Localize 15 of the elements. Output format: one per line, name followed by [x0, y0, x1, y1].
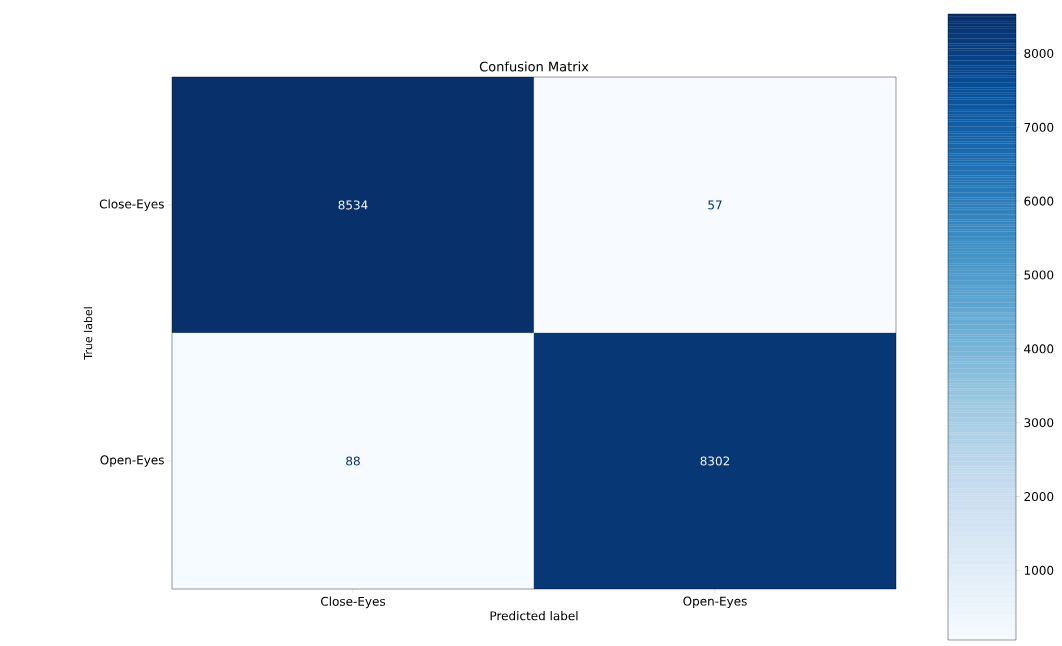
data-label: 57 — [708, 200, 722, 210]
color-bar-label: 1000 — [1024, 565, 1054, 575]
y-axis-title: True label — [83, 307, 93, 360]
data-label: 8302 — [700, 456, 730, 466]
color-bar-label: 6000 — [1024, 196, 1054, 206]
data-label: 8534 — [338, 200, 368, 210]
color-bar-label: 2000 — [1024, 491, 1054, 502]
color-bar-label: 3000 — [1024, 418, 1054, 428]
data-label: 88 — [346, 456, 360, 466]
color-bar-label: 4000 — [1024, 344, 1054, 354]
chart-title: Confusion Matrix — [479, 61, 589, 72]
color-bar-label: 5000 — [1024, 270, 1054, 280]
color-bar-label: 8000 — [1024, 48, 1054, 58]
x-axis-title: Predicted label — [490, 611, 578, 621]
color-bar-label: 7000 — [1024, 122, 1054, 132]
